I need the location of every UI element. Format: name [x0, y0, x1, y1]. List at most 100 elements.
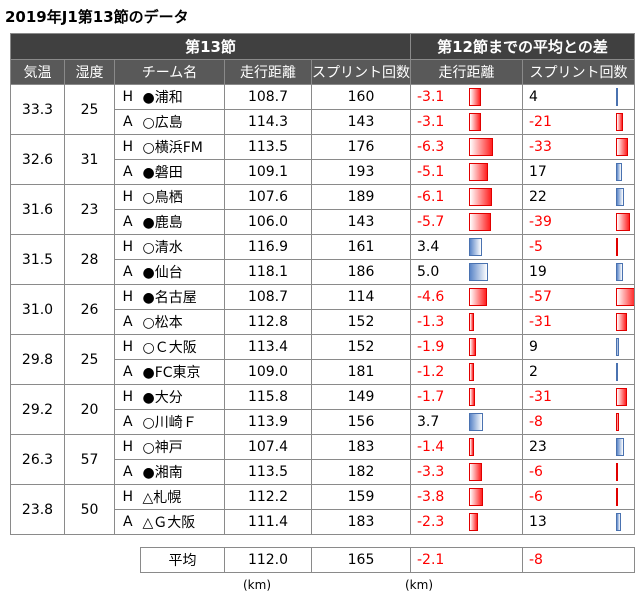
sprints-cell: 189 — [311, 184, 411, 210]
col-header-diff-distance: 走行距離 — [410, 59, 523, 85]
diff-distance-cell: -5.1 — [410, 159, 523, 185]
team-name-cell: ●浦和 — [140, 84, 225, 110]
sprints-cell: 143 — [311, 209, 411, 235]
diff-sprints-cell: 23 — [522, 434, 635, 460]
diff-sprints-cell-value: -6 — [529, 489, 543, 505]
diff-distance-cell: -1.2 — [410, 359, 523, 385]
diff-sprints-cell-bar — [616, 263, 623, 281]
distance-cell: 107.4 — [224, 434, 312, 460]
diff-distance-cell-bar — [469, 138, 493, 156]
diff-distance-cell-value: -3.1 — [417, 114, 445, 130]
sprints-cell: 193 — [311, 159, 411, 185]
sprints-cell: 152 — [311, 309, 411, 335]
diff-distance-cell: -5.7 — [410, 209, 523, 235]
distance-cell: 112.8 — [224, 309, 312, 335]
distance-cell: 113.5 — [224, 134, 312, 160]
diff-distance-cell-value: -3.3 — [417, 464, 445, 480]
distance-cell: 106.0 — [224, 209, 312, 235]
home-away-cell: H — [114, 384, 141, 410]
home-away-cell: A — [114, 309, 141, 335]
diff-sprints-cell-value: 9 — [529, 339, 538, 355]
diff-distance-cell: -3.8 — [410, 484, 523, 510]
home-away-cell: A — [114, 409, 141, 435]
humidity-cell: 23 — [64, 184, 115, 235]
diff-distance-cell-bar — [469, 163, 488, 181]
diff-sprints-cell: -5 — [522, 234, 635, 260]
temp-cell: 31.5 — [10, 234, 65, 285]
diff-distance-cell-bar — [469, 338, 476, 356]
diff-distance-cell-value: -1.4 — [417, 439, 445, 455]
table-row: 29.2 20 H ●大分 115.8 149 -1.7 -31 — [10, 384, 635, 435]
diff-distance-cell: -3.3 — [410, 459, 523, 485]
diff-sprints-cell-value: -8 — [529, 414, 543, 430]
distance-cell: 114.3 — [224, 109, 312, 135]
distance-cell: 113.9 — [224, 409, 312, 435]
distance-cell: 111.4 — [224, 509, 312, 535]
temp-cell: 29.8 — [10, 334, 65, 385]
team-name-cell: ●鹿島 — [140, 209, 225, 235]
diff-sprints-cell-value: 17 — [529, 164, 547, 180]
diff-sprints-cell-bar — [616, 238, 618, 256]
diff-sprints-cell-bar — [616, 413, 619, 431]
page-title: 2019年J1第13節のデータ — [5, 8, 189, 26]
diff-sprints-cell-value: -5 — [529, 239, 543, 255]
sprints-cell: 159 — [311, 484, 411, 510]
diff-distance-cell: -6.3 — [410, 134, 523, 160]
diff-distance-cell-bar — [469, 113, 481, 131]
sprints-cell: 181 — [311, 359, 411, 385]
diff-sprints-cell: 19 — [522, 259, 635, 285]
average-distance: 112.0 — [224, 547, 312, 573]
diff-sprints-cell-value: 2 — [529, 364, 538, 380]
diff-sprints-cell: 17 — [522, 159, 635, 185]
diff-sprints-cell: -6 — [522, 459, 635, 485]
table-row: A ●FC東京 109.0 181 -1.2 2 — [11, 359, 635, 385]
table-row: 32.6 31 H ○横浜FM 113.5 176 -6.3 -33 — [10, 134, 635, 185]
distance-cell: 113.5 — [224, 459, 312, 485]
diff-distance-cell-value: -5.7 — [417, 214, 445, 230]
average-label: 平均 — [140, 547, 225, 573]
unit-distance: (km) — [243, 578, 272, 592]
home-away-cell: A — [114, 109, 141, 135]
diff-distance-cell: -4.6 — [410, 284, 523, 310]
home-away-cell: H — [114, 84, 141, 110]
humidity-cell: 26 — [64, 284, 115, 335]
average-blank — [11, 548, 141, 573]
diff-sprints-cell-value: 23 — [529, 439, 547, 455]
home-away-cell: A — [114, 509, 141, 535]
diff-sprints-cell-value: 22 — [529, 189, 547, 205]
home-away-cell: H — [114, 334, 141, 360]
table-row: A ○川崎Ｆ 113.9 156 3.7 -8 — [11, 409, 635, 435]
diff-sprints-cell-value: 19 — [529, 264, 547, 280]
diff-distance-cell-bar — [469, 88, 481, 106]
unit-diff-distance: (km) — [405, 578, 434, 592]
diff-distance-cell-value: 3.4 — [417, 239, 440, 255]
table-row: 31.6 23 H ○鳥栖 107.6 189 -6.1 22 — [10, 184, 635, 235]
team-name-cell: ○広島 — [140, 109, 225, 135]
diff-sprints-cell-bar — [616, 388, 627, 406]
home-away-cell: H — [114, 234, 141, 260]
diff-distance-cell: 3.4 — [410, 234, 523, 260]
temp-cell: 29.2 — [10, 384, 65, 435]
distance-cell: 108.7 — [224, 84, 312, 110]
team-name-cell: ○Ｃ大阪 — [140, 334, 225, 360]
table-row: 26.3 57 H ○神戸 107.4 183 -1.4 23 — [10, 434, 635, 485]
sprints-cell: 182 — [311, 459, 411, 485]
team-name-cell: ●FC東京 — [140, 359, 225, 385]
diff-distance-cell-value: -6.1 — [417, 189, 445, 205]
group-header-diff: 第12節までの平均との差 — [410, 33, 635, 60]
diff-sprints-cell-value: -39 — [529, 214, 552, 230]
team-name-cell: ●磐田 — [140, 159, 225, 185]
average-diff-sprints-value: -8 — [529, 552, 543, 568]
diff-sprints-cell: -39 — [522, 209, 635, 235]
distance-cell: 116.9 — [224, 234, 312, 260]
home-away-cell: H — [114, 434, 141, 460]
table-row: A ●磐田 109.1 193 -5.1 17 — [11, 159, 635, 185]
home-away-cell: H — [114, 184, 141, 210]
diff-distance-cell-bar — [469, 488, 483, 506]
diff-sprints-cell-bar — [616, 338, 619, 356]
home-away-cell: H — [114, 484, 141, 510]
distance-cell: 118.1 — [224, 259, 312, 285]
diff-sprints-cell-bar — [616, 213, 630, 231]
temp-cell: 32.6 — [10, 134, 65, 185]
diff-sprints-cell-value: 4 — [529, 89, 538, 105]
